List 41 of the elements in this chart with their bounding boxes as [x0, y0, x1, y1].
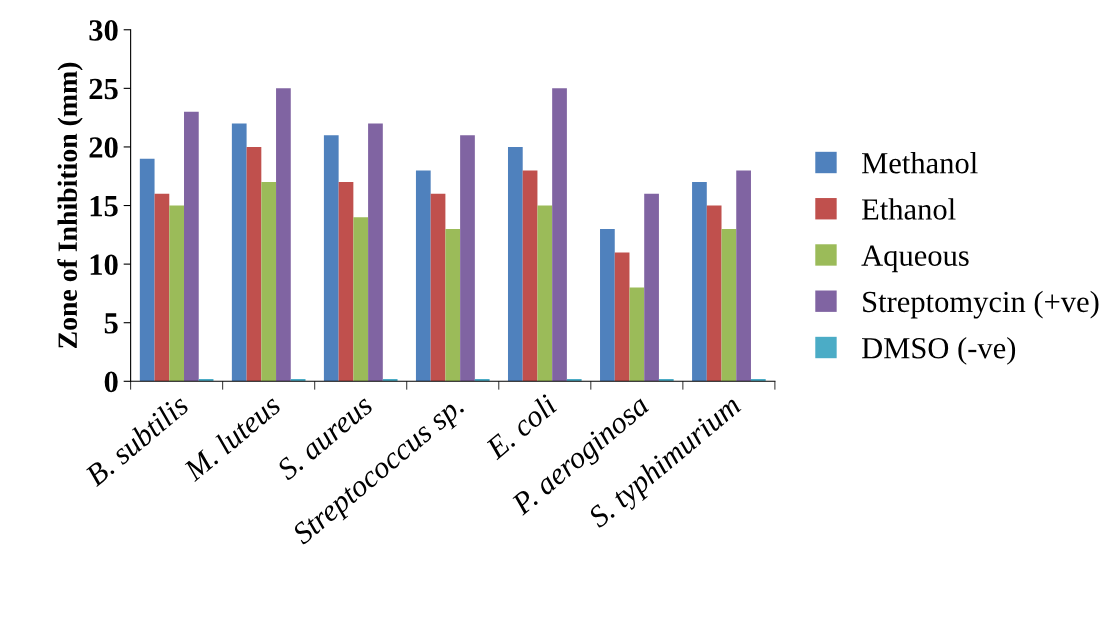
bar: [415, 170, 431, 382]
bar: [692, 182, 707, 382]
bar: [430, 193, 446, 382]
y-tick-label: 5: [104, 313, 118, 334]
bar: [736, 170, 751, 382]
legend-label: Aqueous: [861, 245, 969, 273]
legend-label: Ethanol: [862, 198, 956, 220]
legend-label: Methanol: [862, 152, 978, 174]
legend-label: Streptomycin (+ve): [863, 290, 1099, 319]
y-tick-label: 25: [89, 78, 118, 100]
bar: [522, 170, 538, 382]
legend-label: DMSO (-ve): [862, 337, 1016, 365]
y-tick-label: 10: [90, 254, 118, 276]
bar: [507, 146, 523, 382]
bar: [169, 205, 185, 382]
bar: [353, 217, 369, 382]
bar: [261, 182, 277, 382]
bar: [552, 88, 567, 382]
bar: [460, 135, 475, 382]
y-axis-title: Zone of Inhibition (mm): [57, 62, 83, 349]
bar: [368, 123, 383, 382]
y-tick-label: 15: [90, 195, 118, 217]
bar: [600, 228, 615, 382]
bar: [276, 88, 291, 382]
bar: [231, 123, 247, 382]
y-tick-label: 0: [104, 371, 118, 393]
bar: [338, 182, 354, 382]
bar: [246, 146, 262, 382]
bar: [139, 158, 155, 382]
bar: [629, 287, 645, 382]
y-tick-label: 20: [89, 137, 118, 158]
bar: [537, 205, 553, 382]
bar: [706, 205, 722, 382]
bar: [721, 228, 737, 382]
bar: [154, 193, 170, 382]
bar: [445, 228, 461, 382]
bar: [323, 135, 339, 382]
bar: [644, 193, 659, 382]
y-tick-label: 30: [89, 20, 118, 41]
bar: [614, 252, 630, 382]
bar: [184, 111, 199, 382]
